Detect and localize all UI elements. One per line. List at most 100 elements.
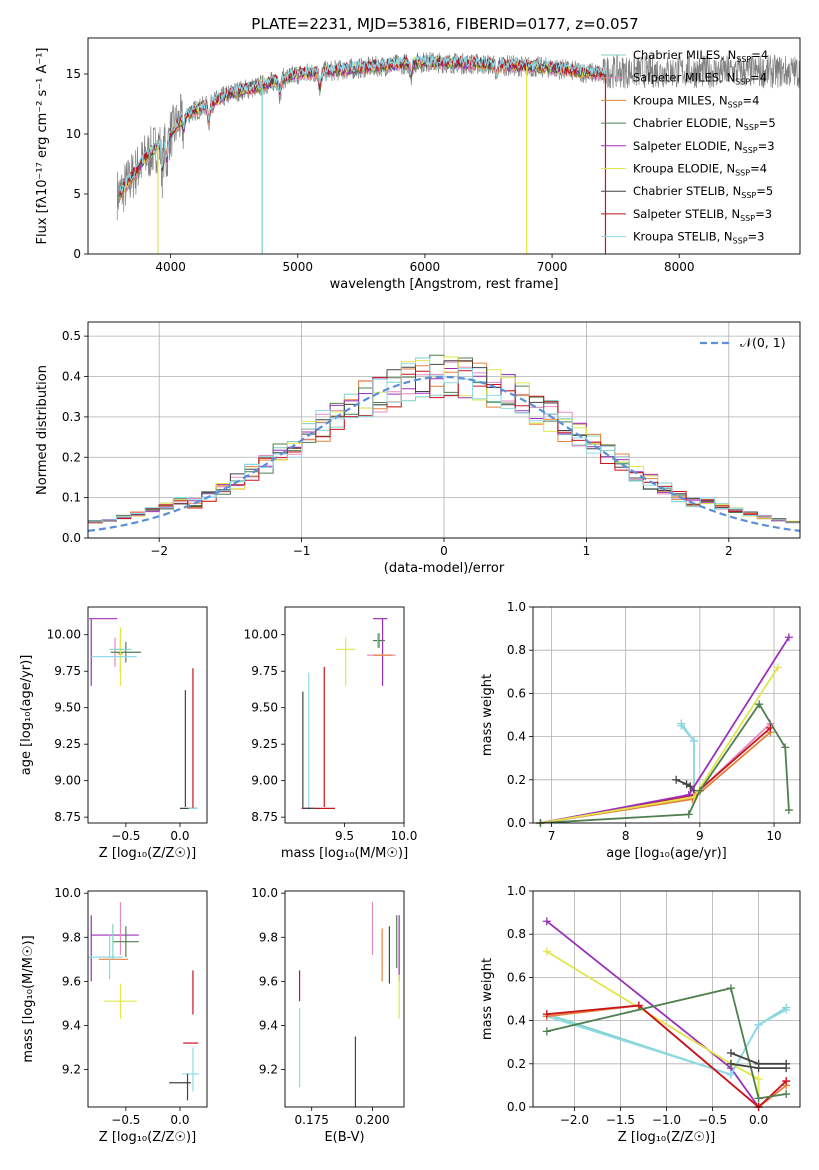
x-tick-label: 5000: [283, 260, 314, 274]
x-tick-label: 0.175: [295, 1113, 329, 1127]
spectrum-model-kroupa_miles: [119, 57, 606, 201]
y-tick-label: 9.25: [251, 737, 278, 751]
y-axis-label: age [log₁₀(age/yr)]: [19, 655, 34, 776]
y-tick-label: 9.25: [54, 737, 81, 751]
x-tick-label: −2.0: [560, 1113, 589, 1127]
y-tick-label: 9.8: [62, 930, 81, 944]
x-tick-label: −0.5: [111, 829, 140, 843]
spectrum-legend: Chabrier MILES, NSSP=4 Salpeter MILES, NS…: [601, 48, 776, 246]
y-tick-label: 1.0: [507, 600, 526, 614]
x-tick-label: 0.0: [749, 1113, 768, 1127]
weight-marker: [782, 1090, 791, 1099]
axes-frame: [87, 37, 801, 255]
x-tick-label: 9.5: [335, 829, 354, 843]
x-tick-label: 0: [440, 544, 448, 558]
legend-label: 𝒩(0, 1): [740, 335, 786, 350]
axes-frame: [532, 890, 801, 1108]
x-tick-label: −1.5: [606, 1113, 635, 1127]
y-tick-label: 0.8: [507, 927, 526, 941]
y-tick-label: 5: [73, 187, 81, 201]
axes-frame: [87, 321, 801, 539]
y-tick-label: 9.6: [62, 974, 81, 988]
y-tick-label: 0.0: [507, 1100, 526, 1114]
weight-marker: [781, 743, 790, 752]
y-tick-label: 9.6: [259, 974, 278, 988]
x-tick-label: −2: [150, 544, 168, 558]
weight-marker: [677, 721, 686, 730]
legend-label: Chabrier ELODIE, NSSP=5: [633, 116, 776, 132]
y-tick-label: 0.4: [507, 1014, 526, 1028]
legend-label: Salpeter ELODIE, NSSP=3: [633, 139, 775, 155]
weight-line-chabrier_elodie: [546, 987, 787, 1100]
x-tick-label: 8: [622, 829, 630, 843]
y-tick-label: 10.00: [47, 628, 81, 642]
axes-frame: [87, 606, 208, 824]
weight-marker: [634, 1001, 643, 1010]
y-tick-label: 0.8: [507, 643, 526, 657]
legend-label: Kroupa ELODIE, NSSP=4: [633, 162, 767, 178]
axes-frame: [87, 890, 208, 1108]
y-tick-label: 0.2: [507, 1057, 526, 1071]
y-tick-label: 15: [66, 67, 81, 81]
y-axis-label: mass weight: [480, 958, 495, 1040]
y-tick-label: 10: [66, 127, 81, 141]
y-tick-label: 1.0: [507, 884, 526, 898]
y-tick-label: 0.3: [62, 410, 81, 424]
histogram-salpeter_stelib: [88, 370, 800, 524]
age-vs-mass-panel: 9.5 10.0 8.75 9.00 9.25 9.50 9.75 10.00 mass [lo…: [244, 606, 417, 861]
x-axis-label: Z [log₁₀(Z/Z☉)]: [99, 846, 196, 861]
y-tick-label: 9.50: [251, 701, 278, 715]
spectrum-model-chabrier_stelib: [119, 54, 606, 197]
weight-marker: [784, 633, 793, 642]
weight-marker: [726, 984, 735, 993]
x-tick-label: 7000: [537, 260, 568, 274]
x-axis-label: wavelength [Angstrom, rest frame]: [330, 277, 559, 292]
weight-marker: [684, 810, 693, 819]
x-tick-label: 1: [583, 544, 591, 558]
weight-marker: [542, 1010, 551, 1019]
y-tick-label: 0.0: [507, 816, 526, 830]
y-tick-label: 0.2: [62, 450, 81, 464]
x-tick-label: 9: [696, 829, 704, 843]
axes-frame: [284, 890, 405, 1108]
weight-marker: [542, 947, 551, 956]
weight-vs-age-panel: 7 8 9 10 0.0 0.2 0.4 0.6 0.8 1.0 age [log₁₀(age/yr…: [480, 600, 801, 861]
y-tick-label: 9.2: [62, 1063, 81, 1077]
x-tick-label: 10: [766, 829, 781, 843]
spectrum-panel: 4000 5000 6000 7000 8000 0 5 10 15 wavelength [An…: [35, 37, 801, 292]
axes-frame: [284, 606, 405, 824]
y-tick-label: 9.75: [54, 664, 81, 678]
weight-marker: [726, 1049, 735, 1057]
y-tick-label: 0.2: [507, 773, 526, 787]
figure-title: PLATE=2231, MJD=53816, FIBERID=0177, z=0…: [251, 15, 638, 33]
mass-vs-z-panel: −0.5 0.0 9.2 9.4 9.6 9.8 10.0 Z [log₁₀(Z/Z☉)] ma…: [21, 886, 208, 1145]
weight-line-chabrier_elodie: [540, 702, 790, 823]
spectrum-model-salpeter_elodie: [119, 56, 606, 198]
legend-label: Kroupa STELIB, NSSP=3: [633, 230, 764, 246]
y-tick-label: 10.00: [244, 628, 278, 642]
y-tick-label: 0.0: [62, 531, 81, 545]
y-tick-label: 9.4: [62, 1018, 81, 1032]
spectrum-model-salpeter_miles: [119, 58, 606, 198]
mass-vs-ebv-panel: 0.175 0.200 9.2 9.4 9.6 9.8 10.0 E(B-V): [251, 886, 405, 1145]
x-tick-label: −0.5: [698, 1113, 727, 1127]
x-tick-label: 0.0: [170, 829, 189, 843]
x-axis-label: mass [log₁₀(M/M☉)]: [281, 846, 408, 861]
weight-vs-z-panel: −2.0 −1.5 −1.0 −0.5 0.0 0.0 0.2 0.4 0.6 0.8 1.0 Z […: [480, 884, 801, 1145]
legend-label: Kroupa MILES, NSSP=4: [633, 93, 759, 109]
weight-marker: [695, 786, 704, 795]
weight-line-salpeter_stelib: [540, 727, 771, 823]
y-axis-label: Normed distribution: [35, 365, 50, 495]
y-tick-label: 10.0: [251, 886, 278, 900]
y-tick-label: 9.50: [54, 701, 81, 715]
x-axis-label: Z [log₁₀(Z/Z☉)]: [99, 1130, 196, 1145]
residuals-legend: 𝒩(0, 1): [700, 335, 786, 350]
x-axis-label: Z [log₁₀(Z/Z☉)]: [618, 1130, 715, 1145]
x-axis-label: E(B-V): [324, 1130, 364, 1145]
weight-line-salpeter_elodie: [540, 636, 790, 823]
weight-marker: [689, 736, 698, 745]
weight-marker: [754, 1094, 763, 1103]
spectrum-model-chabrier_miles: [119, 59, 606, 196]
x-tick-label: 7: [548, 829, 556, 843]
